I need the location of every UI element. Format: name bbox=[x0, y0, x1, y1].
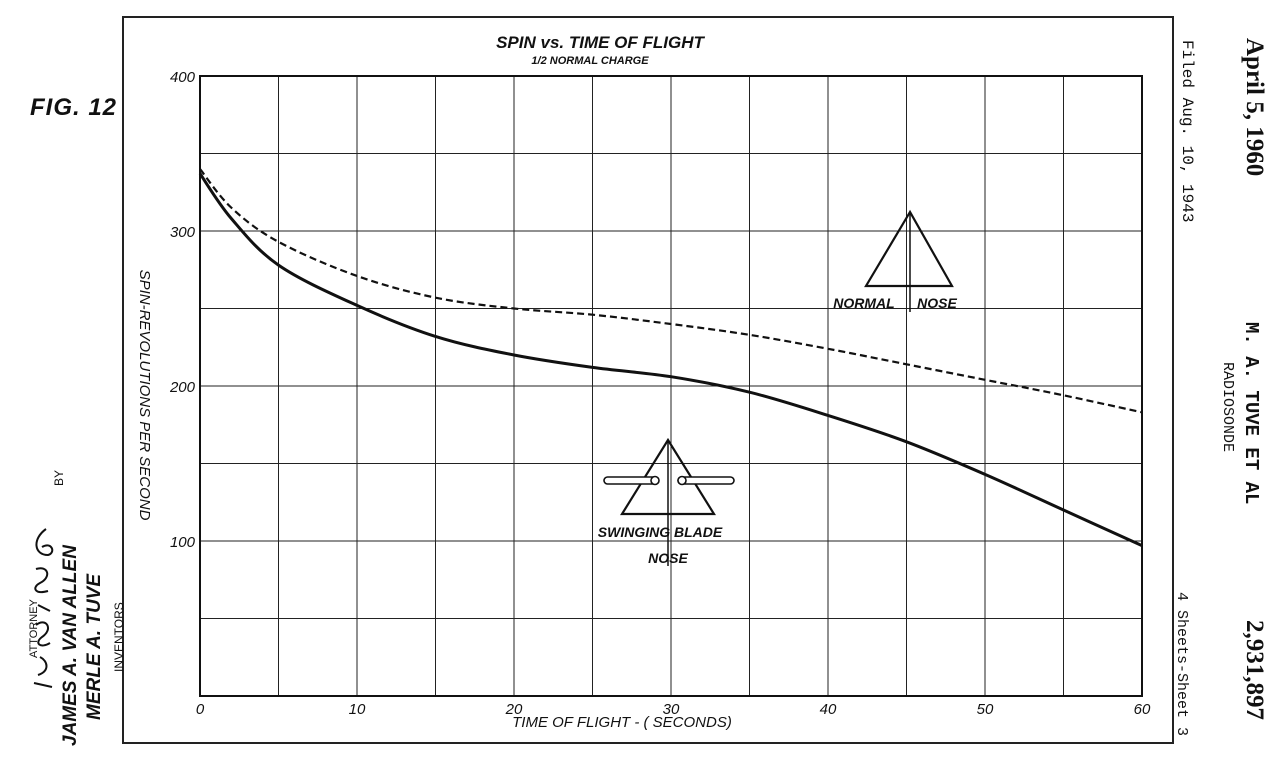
x-tick-label: 20 bbox=[505, 701, 523, 718]
y-tick-label: 100 bbox=[170, 534, 196, 551]
x-tick-label: 10 bbox=[349, 701, 366, 718]
chart-axes bbox=[199, 75, 1143, 697]
series-line-solid bbox=[198, 172, 1143, 548]
y-axis-label: SPIN-REVOLUTIONS PER SECOND bbox=[136, 270, 153, 521]
chart-title: SPIN vs. TIME OF FLIGHT bbox=[496, 33, 705, 52]
y-tick-label: 200 bbox=[169, 379, 196, 396]
x-tick-label: 60 bbox=[1134, 701, 1151, 718]
y-tick-label: 300 bbox=[170, 224, 196, 241]
swinging-blade-label-2: NOSE bbox=[648, 550, 688, 566]
right-blade-pivot-icon bbox=[677, 475, 687, 486]
x-tick-labels: 0 10 20 30 40 50 60 bbox=[196, 701, 1151, 718]
swinging-blade-nose-symbol bbox=[603, 437, 735, 566]
figure-label: FIG. 12 bbox=[30, 94, 118, 121]
left-blade-icon bbox=[603, 476, 659, 485]
chart-grid bbox=[200, 76, 1142, 696]
chart-subtitle: 1/2 NORMAL CHARGE bbox=[531, 55, 649, 67]
y-tick-labels: 100 200 300 400 bbox=[169, 69, 196, 551]
normal-nose-triangle-icon bbox=[864, 209, 954, 288]
x-tick-label: 30 bbox=[663, 701, 680, 718]
x-tick-label: 40 bbox=[820, 701, 837, 718]
series-layer bbox=[198, 168, 1143, 548]
normal-nose-label-2: NOSE bbox=[917, 295, 957, 311]
plot-area-border bbox=[199, 75, 1143, 697]
swinging-blade-label-1: SWINGING BLADE bbox=[598, 524, 723, 540]
left-blade-pivot-icon bbox=[650, 475, 660, 486]
x-tick-label: 50 bbox=[977, 701, 994, 718]
attorney-signature bbox=[33, 528, 54, 688]
normal-nose-symbol bbox=[864, 209, 954, 312]
x-axis-label: TIME OF FLIGHT - ( SECONDS) bbox=[512, 714, 732, 731]
x-tick-label: 0 bbox=[196, 701, 205, 718]
y-tick-label: 400 bbox=[170, 69, 196, 86]
normal-nose-label-1: NORMAL bbox=[833, 295, 894, 311]
drawing-border bbox=[122, 16, 1174, 744]
